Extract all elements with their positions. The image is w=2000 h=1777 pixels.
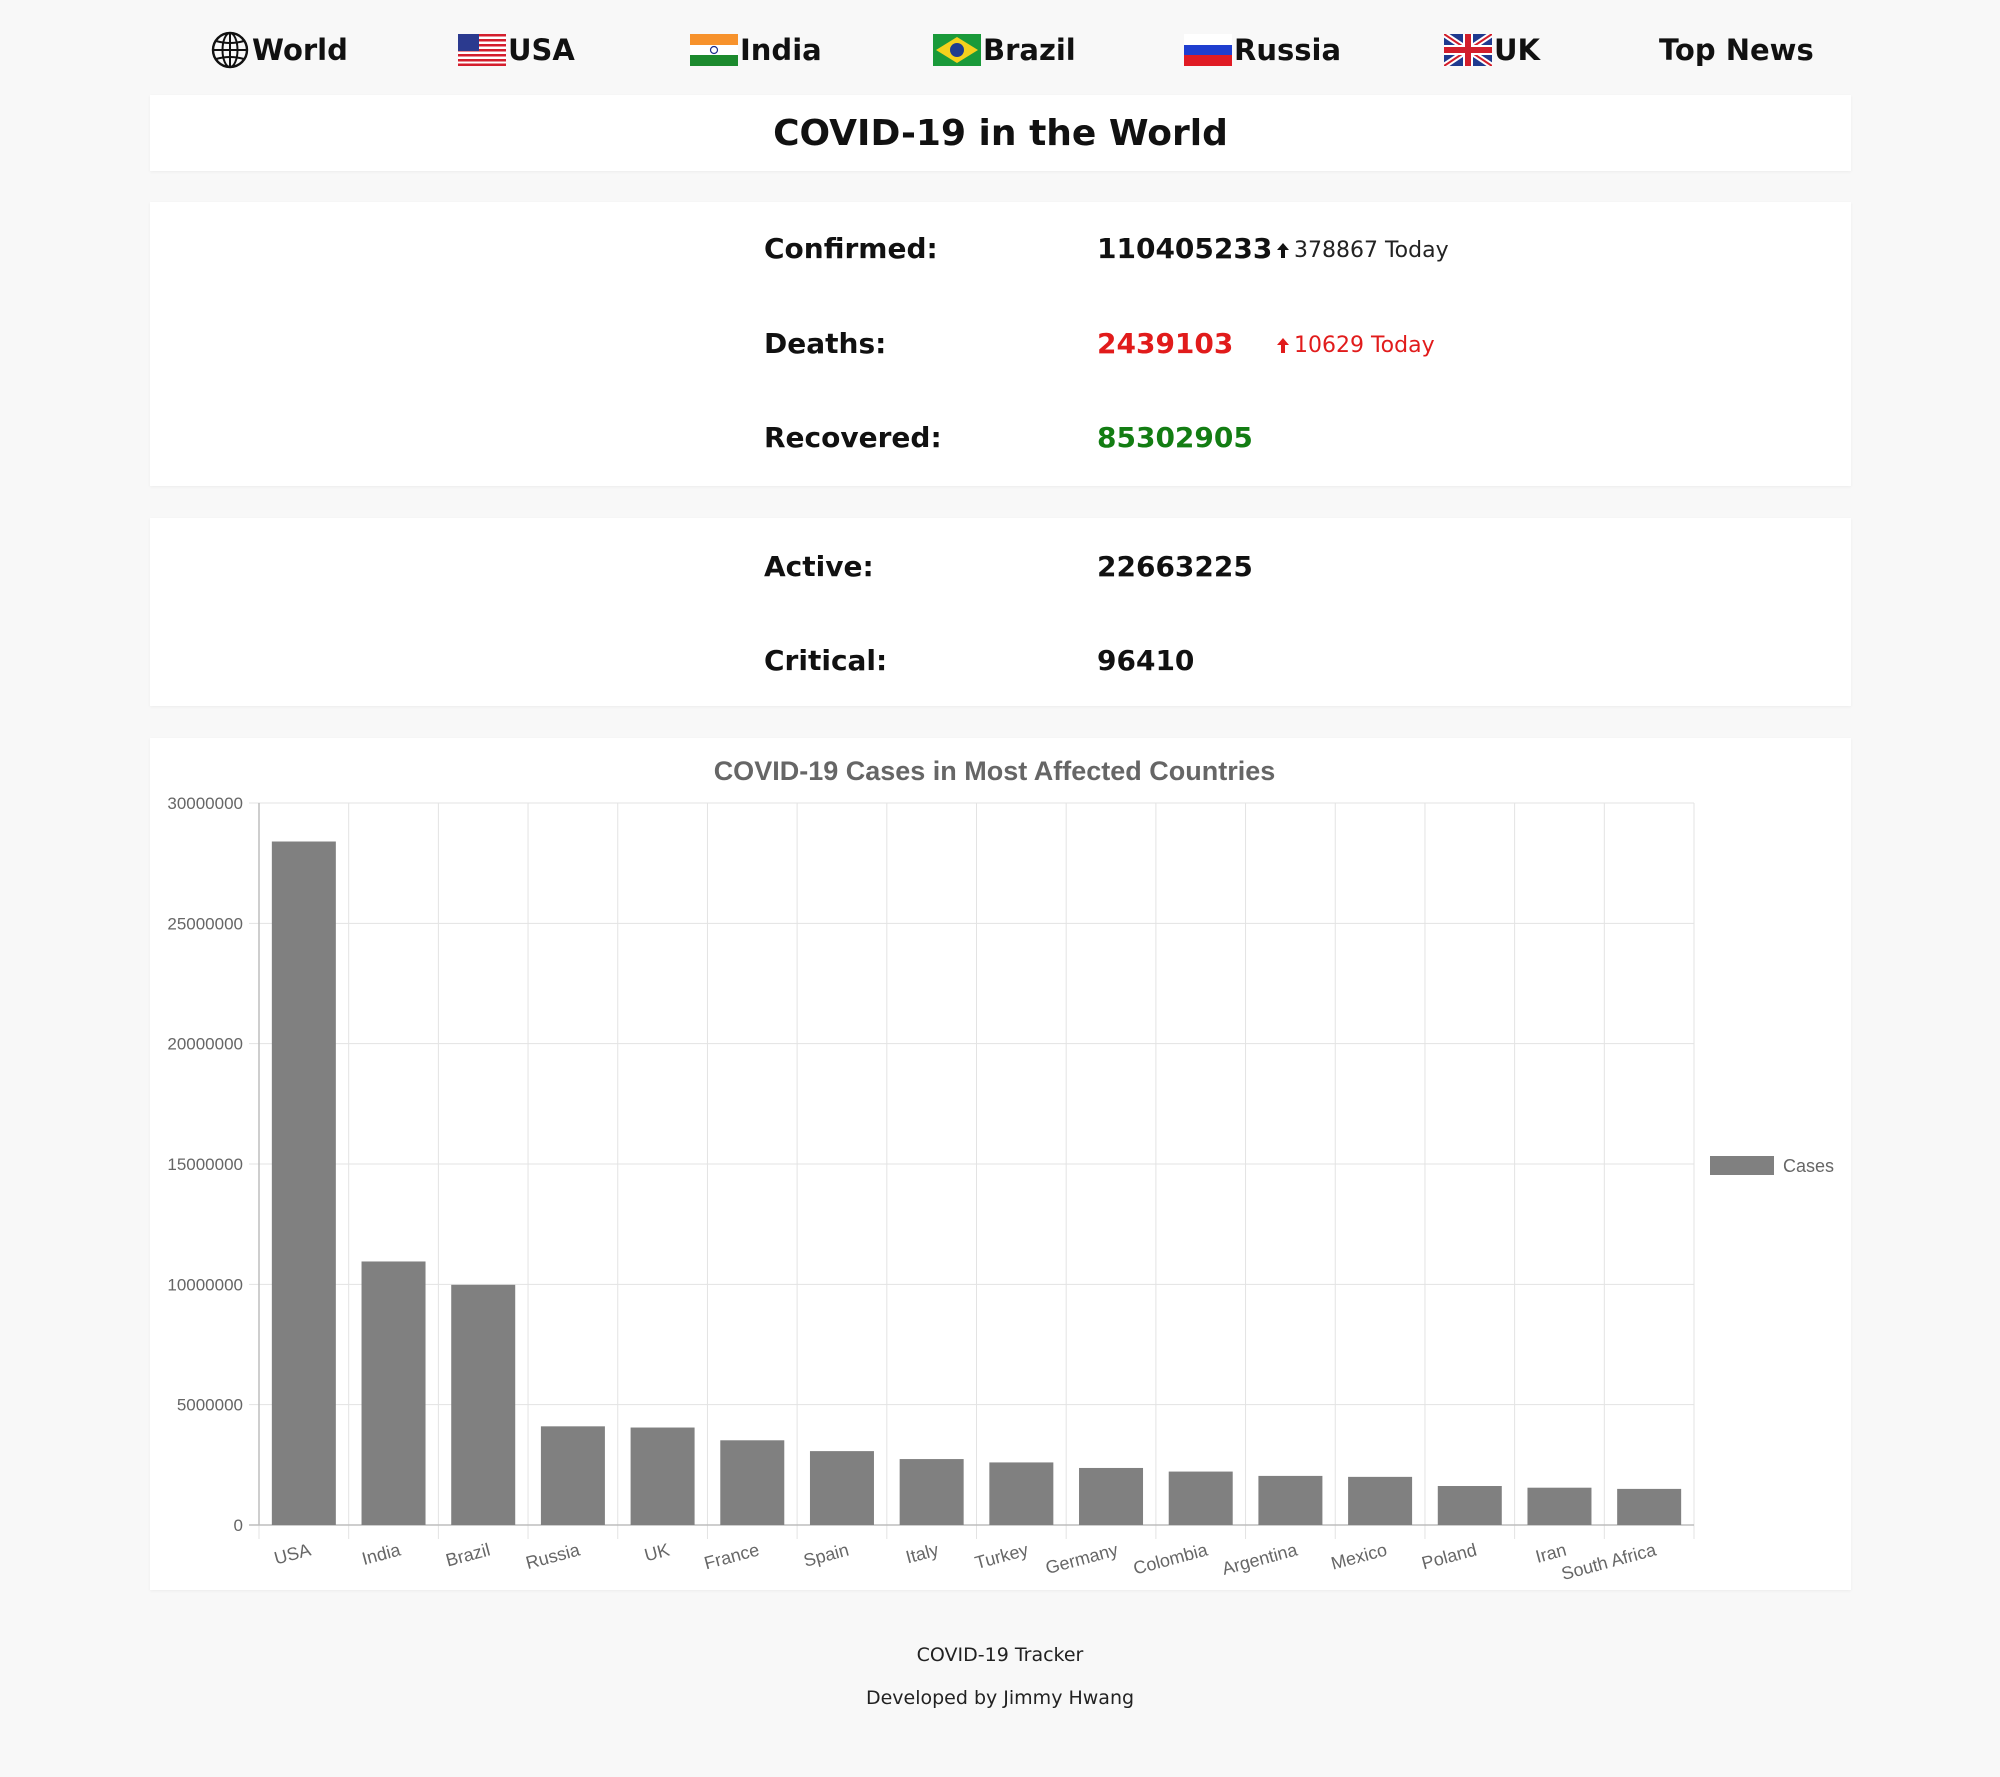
india-flag-icon: [690, 34, 738, 66]
deaths-row: Deaths: 2439103 10629 Today: [150, 327, 1851, 367]
bar-russia: [540, 1426, 605, 1525]
x-tick-label: Colombia: [1131, 1539, 1211, 1578]
bar-south-africa: [1617, 1488, 1682, 1525]
x-tick-label: Spain: [801, 1540, 851, 1571]
y-tick-label: 15000000: [167, 1155, 243, 1174]
brazil-flag-icon: [933, 34, 981, 66]
top-nav: World USA India Brazil: [150, 22, 1850, 78]
y-tick-label: 5000000: [177, 1396, 243, 1415]
bar-poland: [1437, 1486, 1502, 1525]
cases-bar-chart: COVID-19 Cases in Most Affected Countrie…: [167, 756, 1834, 1584]
usa-flag-icon: [458, 34, 506, 66]
bar-iran: [1527, 1487, 1592, 1525]
title-card: COVID-19 in the World: [150, 95, 1851, 171]
nav-item-uk[interactable]: UK: [1444, 22, 1540, 78]
y-tick-label: 10000000: [167, 1275, 243, 1294]
footer-title: COVID-19 Tracker: [916, 1644, 1084, 1666]
x-tick-label: France: [702, 1540, 761, 1574]
bar-uk: [630, 1427, 695, 1525]
chart-card: COVID-19 Cases in Most Affected Countrie…: [150, 738, 1851, 1590]
nav-item-india[interactable]: India: [690, 22, 822, 78]
x-tick-label: Germany: [1043, 1540, 1120, 1578]
y-tick-label: 25000000: [167, 914, 243, 933]
nav-label-usa: USA: [508, 33, 575, 67]
bar-usa: [271, 841, 336, 1525]
bar-spain: [809, 1451, 874, 1525]
confirmed-row: Confirmed: 110405233 378867 Today: [150, 232, 1851, 272]
y-tick-label: 20000000: [167, 1035, 243, 1054]
bar-argentina: [1258, 1475, 1323, 1525]
footer-credit: Developed by Jimmy Hwang: [865, 1687, 1135, 1709]
active-label: Active:: [764, 550, 874, 583]
legend-swatch: [1710, 1156, 1774, 1175]
active-value: 22663225: [1097, 550, 1253, 583]
russia-flag-icon: [1184, 34, 1232, 66]
confirmed-delta-text: 378867 Today: [1294, 238, 1449, 263]
bar-brazil: [451, 1284, 516, 1525]
chart-title: COVID-19 Cases in Most Affected Countrie…: [714, 756, 1276, 786]
critical-value: 96410: [1097, 644, 1195, 677]
nav-label-world: World: [252, 33, 348, 67]
arrow-up-icon: [1277, 337, 1289, 353]
legend-label: Cases: [1783, 1156, 1834, 1176]
x-tick-label: Poland: [1419, 1540, 1478, 1574]
bar-mexico: [1348, 1476, 1413, 1525]
confirmed-delta: 378867 Today: [1276, 238, 1449, 263]
x-tick-label: South Africa: [1559, 1539, 1659, 1584]
critical-label: Critical:: [764, 644, 888, 677]
bar-turkey: [989, 1462, 1054, 1525]
y-tick-label: 0: [234, 1516, 243, 1535]
nav-item-usa[interactable]: USA: [458, 22, 575, 78]
x-tick-label: Brazil: [444, 1540, 493, 1571]
uk-flag-icon: [1444, 34, 1492, 66]
page-title: COVID-19 in the World: [773, 113, 1228, 154]
nav-item-top-news[interactable]: Top News: [1659, 22, 1814, 78]
recovered-row: Recovered: 85302905: [150, 421, 1851, 461]
nav-label-uk: UK: [1494, 33, 1541, 67]
x-tick-label: India: [360, 1539, 404, 1569]
nav-label-top-news: Top News: [1659, 33, 1814, 67]
nav-label-russia: Russia: [1234, 33, 1342, 67]
bar-france: [720, 1440, 785, 1525]
x-tick-label: USA: [272, 1540, 313, 1569]
confirmed-label: Confirmed:: [764, 232, 938, 265]
globe-icon: [211, 31, 249, 69]
x-tick-label: Turkey: [973, 1540, 1031, 1573]
nav-item-world[interactable]: World: [210, 22, 348, 78]
bar-italy: [899, 1459, 964, 1525]
y-tick-label: 30000000: [167, 794, 243, 813]
deaths-delta: 10629 Today: [1276, 333, 1435, 358]
bar-colombia: [1168, 1471, 1233, 1525]
stats-card: Confirmed: 110405233 378867 Today Deaths…: [150, 202, 1851, 486]
x-tick-label: Argentina: [1220, 1539, 1301, 1579]
recovered-value: 85302905: [1097, 421, 1253, 454]
x-tick-label: Russia: [524, 1539, 583, 1573]
nav-label-india: India: [740, 33, 822, 67]
active-row: Active: 22663225: [150, 550, 1851, 590]
confirmed-value: 110405233: [1097, 232, 1273, 265]
bar-germany: [1079, 1467, 1144, 1525]
deaths-value: 2439103: [1097, 327, 1234, 360]
recovered-label: Recovered:: [764, 421, 942, 454]
deaths-delta-text: 10629 Today: [1294, 333, 1435, 358]
x-tick-label: UK: [642, 1540, 671, 1566]
arrow-up-icon: [1277, 242, 1289, 258]
nav-item-russia[interactable]: Russia: [1184, 22, 1341, 78]
deaths-label: Deaths:: [764, 327, 887, 360]
critical-row: Critical: 96410: [150, 644, 1851, 684]
active-card: Active: 22663225 Critical: 96410: [150, 518, 1851, 706]
nav-label-brazil: Brazil: [983, 33, 1076, 67]
nav-item-brazil[interactable]: Brazil: [933, 22, 1076, 78]
x-tick-label: Italy: [904, 1540, 941, 1568]
x-tick-label: Mexico: [1329, 1540, 1389, 1574]
bar-india: [361, 1261, 426, 1525]
